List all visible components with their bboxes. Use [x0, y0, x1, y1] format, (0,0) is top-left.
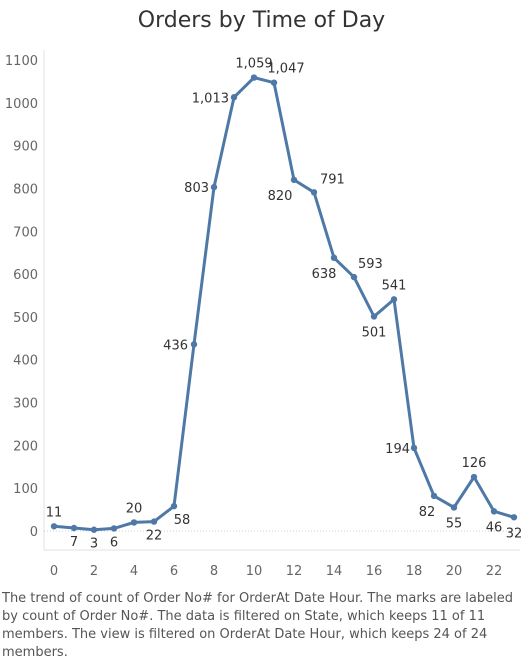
data-label: 1,013 — [192, 91, 229, 106]
y-tick-label: 500 — [13, 311, 38, 326]
data-label: 20 — [126, 501, 143, 516]
x-tick-label: 12 — [286, 564, 303, 579]
data-point — [510, 514, 518, 521]
y-tick-label: 300 — [13, 397, 38, 412]
data-label: 1,059 — [235, 57, 272, 72]
data-label: 820 — [268, 189, 293, 204]
y-tick-label: 600 — [13, 268, 38, 283]
x-tick-label: 20 — [446, 564, 463, 579]
data-point — [490, 508, 498, 515]
line-chart: 0 100 200 300 400 500 600 700 800 900 1000 1100 0 2 4… — [5, 50, 523, 579]
y-tick-label: 900 — [13, 140, 38, 155]
data-point — [370, 313, 378, 320]
data-label: 11 — [46, 505, 63, 520]
data-point — [330, 254, 338, 262]
data-label: 803 — [184, 181, 209, 196]
data-label: 82 — [419, 505, 436, 520]
y-tick-label: 700 — [13, 225, 38, 240]
data-label: 32 — [506, 526, 523, 541]
y-tick-label: 1100 — [5, 54, 38, 69]
data-label: 3 — [90, 537, 98, 552]
chart-title: Orders by Time of Day — [137, 8, 386, 33]
data-point — [250, 74, 258, 81]
data-point — [90, 526, 98, 533]
y-tick-label: 200 — [13, 439, 38, 454]
x-tick-label: 16 — [366, 564, 383, 579]
data-label: 593 — [358, 257, 383, 272]
series-line — [53, 76, 515, 532]
data-label: 126 — [462, 456, 487, 471]
data-point — [130, 519, 138, 526]
x-tick-label: 0 — [50, 564, 58, 579]
data-label: 7 — [70, 535, 78, 550]
x-tick-label: 10 — [246, 564, 263, 579]
data-label: 501 — [362, 325, 387, 340]
data-label: 541 — [382, 278, 407, 293]
y-tick-label: 100 — [13, 482, 38, 497]
data-point — [430, 492, 438, 500]
y-tick-label: 1000 — [5, 97, 38, 112]
x-tick-label: 6 — [170, 564, 178, 579]
y-tick-label: 800 — [13, 182, 38, 197]
data-point — [470, 473, 478, 481]
x-tick-label: 2 — [90, 564, 98, 579]
data-point — [70, 524, 78, 532]
data-label: 6 — [110, 535, 118, 550]
data-label: 638 — [312, 267, 337, 282]
data-point — [170, 502, 178, 510]
data-label: 194 — [385, 442, 410, 457]
data-label: 55 — [446, 516, 463, 531]
data-label: 1,047 — [267, 62, 304, 77]
data-point — [350, 273, 358, 281]
y-tick-labels: 0 100 200 300 400 500 600 700 800 900 1000 1100 — [5, 54, 38, 540]
data-point — [110, 525, 118, 532]
x-tick-labels: 0 2 4 6 8 10 12 14 16 18 20 22 — [50, 564, 502, 579]
data-label: 436 — [163, 338, 188, 353]
data-point — [310, 189, 318, 196]
x-tick-label: 22 — [486, 564, 503, 579]
data-label: 58 — [174, 513, 191, 528]
data-point — [190, 341, 198, 348]
data-point — [390, 296, 398, 303]
data-point — [410, 444, 418, 452]
data-point — [210, 183, 218, 191]
data-point — [150, 518, 158, 525]
data-point — [450, 504, 458, 511]
data-point — [50, 523, 58, 530]
data-label: 22 — [146, 529, 163, 544]
y-tick-label: 400 — [13, 354, 38, 369]
y-tick-label: 0 — [30, 525, 38, 540]
x-tick-label: 18 — [406, 564, 423, 579]
x-tick-label: 14 — [326, 564, 343, 579]
data-points — [50, 74, 518, 533]
x-tick-label: 8 — [210, 564, 218, 579]
data-label: 46 — [486, 520, 503, 535]
data-point — [290, 176, 298, 184]
data-point — [230, 94, 238, 101]
x-tick-label: 4 — [130, 564, 138, 579]
data-label: 791 — [320, 172, 345, 187]
chart-caption: The trend of count of Order No# for Orde… — [2, 591, 513, 660]
data-point — [270, 79, 278, 86]
